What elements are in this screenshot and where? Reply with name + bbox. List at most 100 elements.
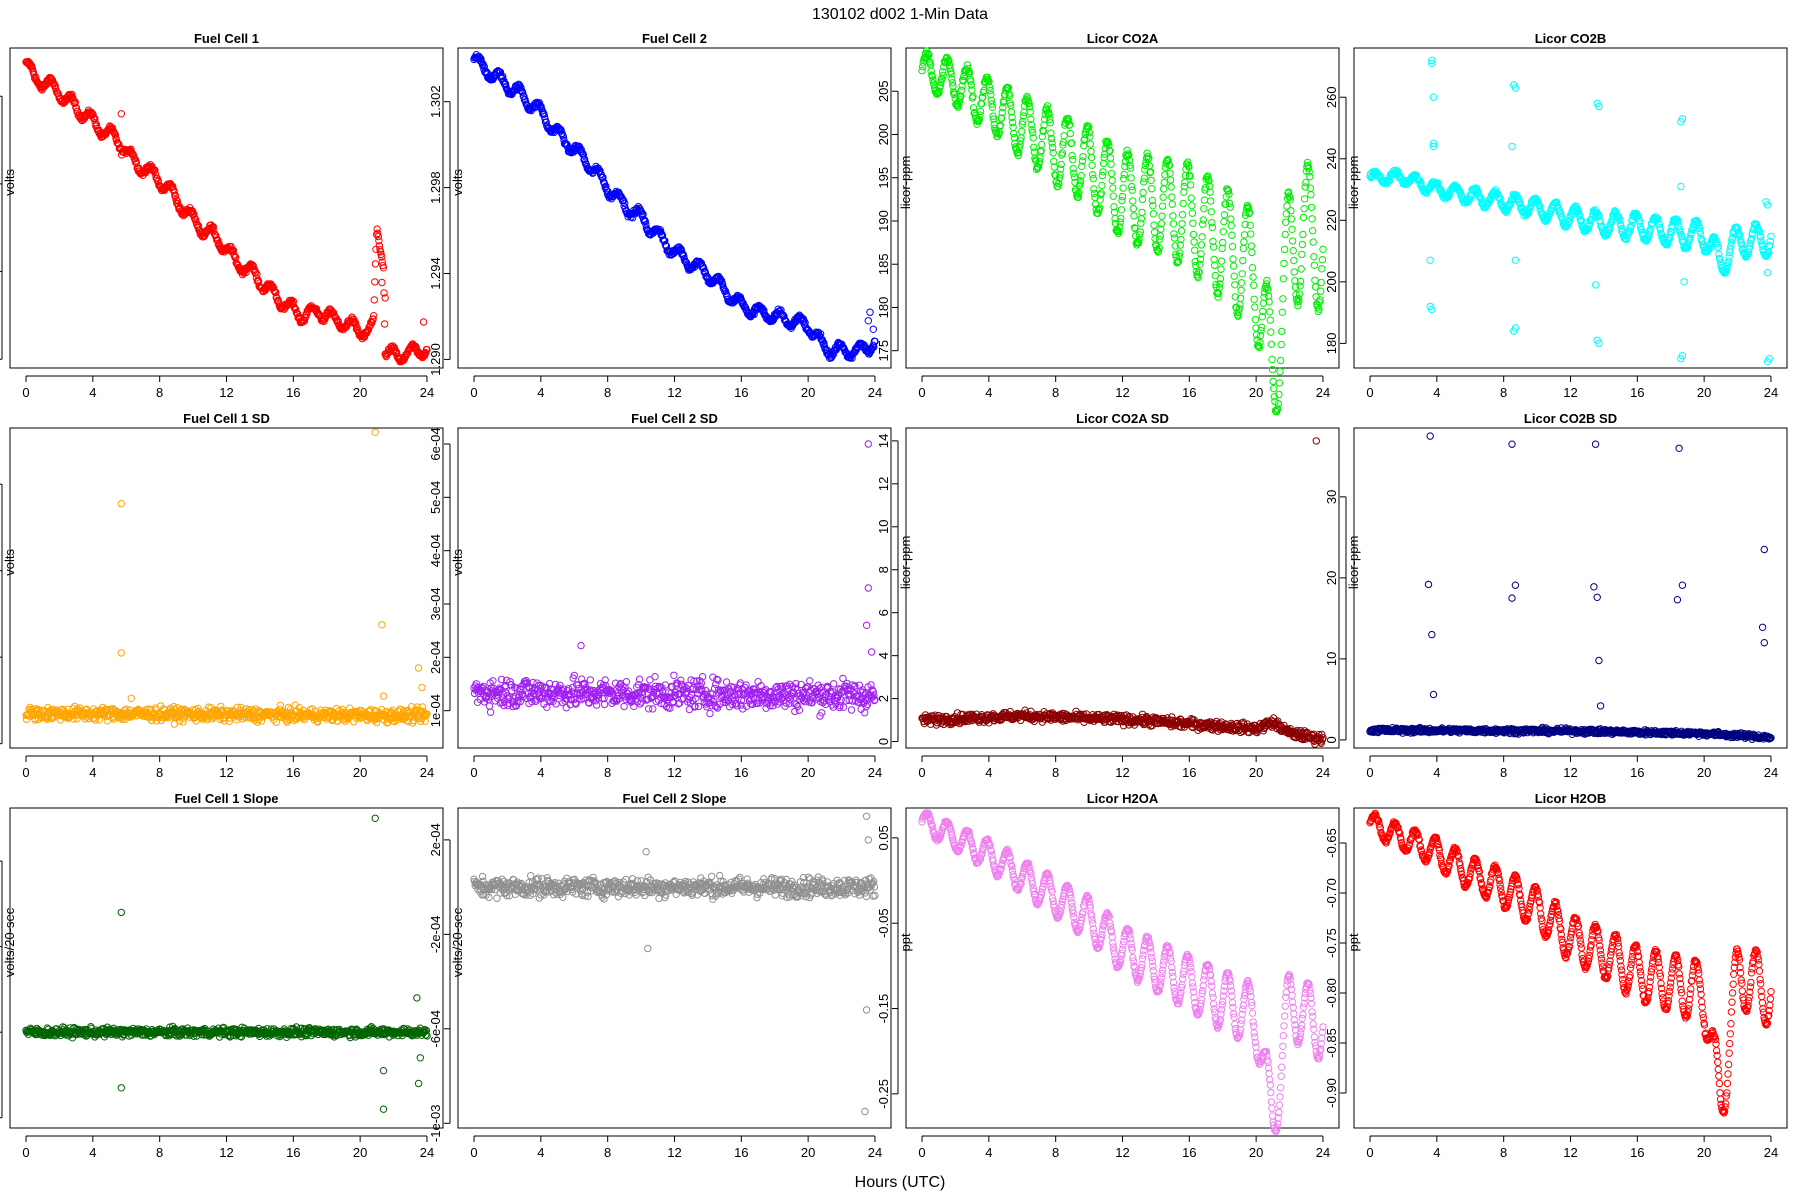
data-point bbox=[927, 67, 935, 76]
data-point bbox=[170, 189, 179, 197]
data-point bbox=[1198, 233, 1206, 241]
plot-frame bbox=[905, 47, 1340, 369]
x-tick-label: 4 bbox=[985, 385, 992, 400]
data-point bbox=[1117, 214, 1125, 223]
chart-panel: Fuel Cell 20 4 8 12 16 20 241.2901.2941.2981.3… bbox=[428, 31, 892, 400]
y-tick-label: 260 bbox=[1324, 86, 1339, 108]
data-point bbox=[1138, 208, 1146, 217]
x-tick-label: 12 bbox=[219, 385, 233, 400]
data-point bbox=[1044, 108, 1053, 116]
data-point bbox=[1227, 221, 1236, 230]
data-point bbox=[1178, 220, 1186, 228]
y-tick-label: 180 bbox=[876, 297, 891, 319]
data-point bbox=[249, 262, 258, 270]
data-point bbox=[759, 305, 767, 314]
data-point bbox=[1046, 119, 1055, 127]
data-point bbox=[376, 248, 385, 256]
x-tick-label: 4 bbox=[89, 385, 96, 400]
data-point bbox=[1186, 172, 1194, 181]
y-tick-label: 14 bbox=[876, 434, 891, 448]
data-point bbox=[681, 257, 689, 265]
data-point bbox=[995, 128, 1004, 137]
data-point bbox=[300, 317, 309, 325]
data-point bbox=[1008, 118, 1017, 127]
data-point bbox=[1101, 150, 1109, 158]
data-point bbox=[1229, 255, 1237, 263]
data-point bbox=[1098, 171, 1107, 180]
data-point bbox=[1067, 139, 1076, 147]
data-point bbox=[1016, 141, 1024, 149]
data-point bbox=[1048, 143, 1057, 152]
data-point bbox=[1109, 192, 1118, 200]
y-tick-label: 8 bbox=[876, 566, 891, 573]
data-point bbox=[1038, 140, 1046, 149]
data-point bbox=[1027, 121, 1036, 129]
data-point bbox=[1146, 168, 1154, 177]
data-point bbox=[1110, 203, 1118, 211]
data-point bbox=[1167, 183, 1175, 191]
data-point bbox=[171, 192, 180, 200]
y-tick-label: 6 bbox=[876, 609, 891, 616]
data-point bbox=[976, 111, 984, 119]
data-point bbox=[677, 246, 686, 254]
x-tick-label: 16 bbox=[1182, 385, 1196, 400]
data-point bbox=[1188, 202, 1196, 210]
data-point bbox=[1176, 249, 1184, 257]
data-point bbox=[373, 225, 381, 233]
data-point bbox=[1028, 128, 1037, 137]
data-point bbox=[272, 288, 280, 297]
data-point bbox=[1086, 140, 1095, 148]
data-point bbox=[1014, 151, 1022, 160]
data-point bbox=[944, 56, 953, 64]
chart-panel: Fuel Cell 1048121620241.3021.3061.3101.3… bbox=[0, 31, 444, 400]
data-point bbox=[1201, 184, 1210, 192]
data-point bbox=[1016, 137, 1025, 145]
data-point bbox=[270, 286, 278, 295]
data-point bbox=[929, 76, 937, 84]
data-point bbox=[948, 79, 957, 87]
x-tick-label: 12 bbox=[1563, 385, 1577, 400]
x-tick-label: 8 bbox=[1052, 765, 1059, 780]
data-point bbox=[953, 100, 962, 108]
data-point bbox=[1157, 225, 1165, 233]
data-point bbox=[800, 317, 808, 325]
panel-title: Licor CO2B bbox=[1535, 31, 1607, 46]
data-point bbox=[1158, 212, 1166, 220]
data-point bbox=[1137, 219, 1145, 227]
y-axis: 1.3021.3061.3101.314 bbox=[0, 95, 3, 360]
data-point bbox=[1066, 121, 1074, 129]
data-point bbox=[661, 237, 669, 245]
data-point bbox=[957, 86, 966, 95]
data-point bbox=[1149, 202, 1157, 210]
data-point bbox=[999, 103, 1007, 112]
data-point bbox=[559, 133, 568, 141]
data-point bbox=[151, 170, 160, 178]
panels-container: Fuel Cell 1048121620241.3021.3061.3101.3… bbox=[0, 31, 1788, 1160]
data-point bbox=[1129, 204, 1138, 213]
data-point bbox=[478, 61, 487, 70]
data-point bbox=[1045, 111, 1053, 119]
data-point bbox=[1130, 224, 1139, 232]
series-points bbox=[918, 47, 1327, 416]
data-point bbox=[1226, 203, 1234, 211]
data-point bbox=[1077, 177, 1085, 185]
data-point bbox=[1074, 193, 1083, 201]
data-point bbox=[1185, 163, 1193, 171]
x-tick-label: 8 bbox=[604, 385, 611, 400]
data-point bbox=[1029, 134, 1037, 142]
data-point bbox=[1156, 232, 1165, 240]
data-point bbox=[1155, 244, 1163, 252]
x-tick-label: 16 bbox=[286, 765, 300, 780]
data-point bbox=[1135, 235, 1143, 244]
x-tick-label: 16 bbox=[734, 765, 748, 780]
data-point bbox=[1219, 238, 1227, 247]
data-point bbox=[370, 296, 378, 304]
x-tick-label: 16 bbox=[1182, 765, 1196, 780]
x-tick-label: 20 bbox=[1249, 385, 1263, 400]
data-point bbox=[1025, 99, 1033, 108]
data-point bbox=[1170, 230, 1178, 238]
data-point bbox=[959, 77, 967, 85]
x-tick-label: 0 bbox=[918, 385, 925, 400]
